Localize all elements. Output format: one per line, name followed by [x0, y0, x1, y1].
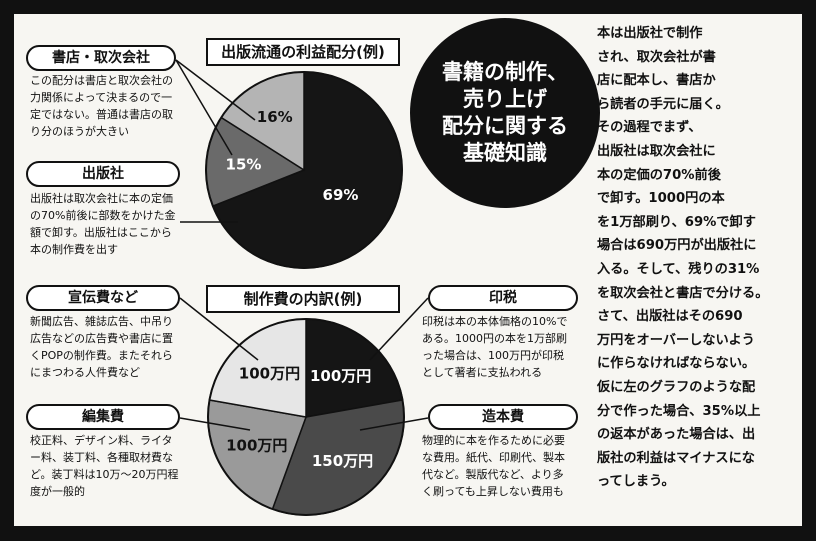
- bookstore-label: 書店・取次会社: [26, 45, 176, 71]
- publisher-label: 出版社: [26, 161, 180, 187]
- advertising-title: 宣伝費など: [68, 290, 138, 306]
- chart2-title: 制作費の内訳(例): [206, 285, 400, 313]
- pie-2-outline: [207, 318, 405, 516]
- editing-text: 校正料、デザイン料、ライタ ー料、装丁料、各種取材費な ど。装丁料は10万～20…: [30, 434, 179, 498]
- pie-2-label-1: 150万円: [312, 452, 373, 470]
- pie-2-label-2: 100万円: [226, 437, 287, 455]
- chart1-title: 出版流通の利益配分(例): [206, 38, 400, 66]
- headline-text: 書籍の制作、 売り上げ 配分に関する 基礎知識: [442, 60, 568, 165]
- pie-1-label-0: 69%: [323, 186, 359, 204]
- advertising-label: 宣伝費など: [26, 285, 180, 311]
- manufacturing-text: 物理的に本を作るために必要 な費用。紙代、印刷代、製本 代など。製版代など、より…: [422, 434, 565, 498]
- editing-label: 編集費: [26, 404, 180, 430]
- chart1-title-text: 出版流通の利益配分(例): [221, 43, 385, 61]
- royalty-label: 印税: [428, 285, 578, 311]
- royalty-text: 印税は本の本体価格の10%で ある。1000円の本を1万部刷 った場合は、100…: [422, 315, 568, 379]
- publisher-text: 出版社は取次会社に本の定価 の70%前後に部数をかけた金 額で卸す。出版社はここ…: [30, 192, 176, 256]
- chart2-title-text: 制作費の内訳(例): [243, 290, 363, 308]
- body-text: 本は出版社で制作 され、取次会社が書 店に配本し、書店か ら読者の手元に届く。 …: [597, 26, 769, 490]
- pie-1-outline: [205, 71, 403, 269]
- headline-circle: 書籍の制作、 売り上げ 配分に関する 基礎知識: [410, 18, 600, 208]
- article-panel: [14, 14, 802, 526]
- editing-title: 編集費: [82, 409, 124, 425]
- connector-lines: [175, 59, 429, 431]
- pie-2-label-3: 100万円: [239, 365, 300, 383]
- pie-2-label-0: 100万円: [310, 367, 371, 385]
- royalty-title: 印税: [489, 290, 517, 306]
- pie-1: 69% 15% 16%: [205, 71, 403, 269]
- bookstore-text: この配分は書店と取次会社の 力関係によって決まるので一 定ではない。普通は書店の…: [30, 74, 173, 138]
- bookstore-title: 書店・取次会社: [52, 50, 150, 66]
- manufacturing-label: 造本費: [428, 404, 578, 430]
- advertising-text: 新聞広告、雑誌広告、中吊り 広告などの広告費や書店に置 くPOPの制作費。またそ…: [30, 315, 173, 379]
- pie-1-label-1: 15%: [226, 156, 262, 174]
- manufacturing-title: 造本費: [482, 409, 524, 425]
- pie-1-label-2: 16%: [257, 108, 293, 126]
- publisher-title: 出版社: [82, 166, 124, 182]
- pie-2: 100万円 150万円 100万円 100万円: [207, 318, 405, 516]
